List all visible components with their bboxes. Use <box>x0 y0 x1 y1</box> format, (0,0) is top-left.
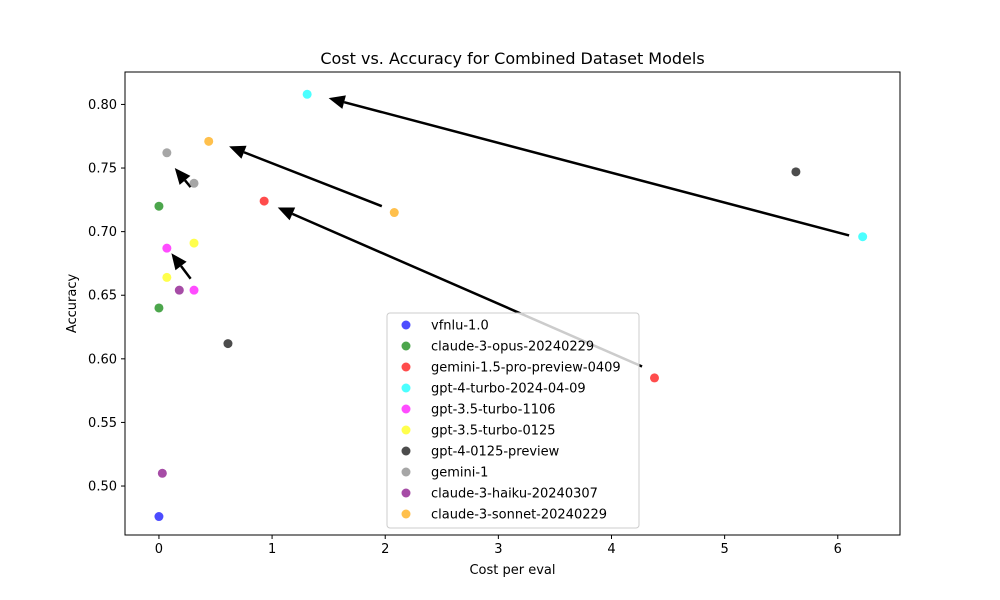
arrow-head <box>174 168 191 185</box>
legend-label: gpt-4-turbo-2024-04-09 <box>431 382 586 397</box>
legend-box <box>386 312 640 529</box>
data-point <box>302 89 312 99</box>
data-point <box>189 285 199 295</box>
data-point <box>174 285 184 295</box>
arrow-line <box>343 100 850 237</box>
y-tick-label: 0.55 <box>88 416 117 431</box>
data-point <box>189 178 199 188</box>
data-point <box>154 201 164 211</box>
data-point <box>189 238 199 248</box>
y-tick-label: 0.75 <box>88 162 117 177</box>
y-tick-label: 0.60 <box>88 352 117 367</box>
data-point <box>223 339 233 349</box>
x-tick-label: 3 <box>494 542 502 557</box>
x-tick-label: 0 <box>155 542 163 557</box>
legend-marker <box>401 320 411 330</box>
legend-marker <box>401 425 411 435</box>
data-point <box>162 272 172 282</box>
legend-label: claude-3-opus-20240229 <box>431 340 594 355</box>
legend-label: gpt-4-0125-preview <box>431 445 560 460</box>
legend-marker <box>401 446 411 456</box>
arrow-line <box>180 265 192 280</box>
x-axis-label: Cost per eval <box>469 563 555 578</box>
legend-label: gpt-3.5-turbo-1106 <box>431 403 556 418</box>
x-tick-label: 4 <box>607 542 615 557</box>
legend-label: gemini-1 <box>431 466 488 481</box>
y-tick-label: 0.70 <box>88 225 117 240</box>
y-tick-label: 0.65 <box>88 289 117 304</box>
legend-marker <box>401 488 411 498</box>
x-tick-label: 2 <box>381 542 389 557</box>
arrow-line <box>184 179 192 188</box>
chart-title: Cost vs. Accuracy for Combined Dataset M… <box>320 49 704 68</box>
arrow-line <box>243 151 383 208</box>
data-point <box>162 243 172 253</box>
legend-marker <box>401 404 411 414</box>
arrow-head <box>171 253 187 271</box>
x-axis: 0 1 2 3 4 5 6 <box>155 535 842 557</box>
y-axis: 0.50 0.55 0.60 0.65 0.70 0.75 0.80 <box>88 98 125 495</box>
plot-area <box>154 89 868 522</box>
x-tick-label: 1 <box>268 542 276 557</box>
arrow-head <box>328 95 346 109</box>
legend-label: claude-3-haiku-20240307 <box>431 487 598 502</box>
legend-label: claude-3-sonnet-20240229 <box>431 508 607 523</box>
data-point <box>858 232 868 242</box>
legend-marker <box>401 362 411 372</box>
legend: vfnlu-1.0 claude-3-opus-20240229 gemini-1.… <box>386 312 640 529</box>
y-tick-label: 0.50 <box>88 480 117 495</box>
x-tick-label: 6 <box>834 542 842 557</box>
data-point <box>389 208 399 218</box>
data-point <box>791 167 801 177</box>
x-tick-label: 5 <box>720 542 728 557</box>
legend-marker <box>401 509 411 519</box>
arrow-head <box>229 145 247 159</box>
data-point <box>157 468 167 478</box>
plot-frame <box>124 71 901 536</box>
legend-marker <box>401 467 411 477</box>
data-point <box>204 136 214 146</box>
data-point <box>154 512 164 522</box>
data-point <box>154 303 164 313</box>
legend-label: vfnlu-1.0 <box>431 319 489 334</box>
data-point <box>259 196 269 206</box>
y-axis-label: Accuracy <box>65 274 80 334</box>
data-point <box>649 373 659 383</box>
legend-label: gpt-3.5-turbo-0125 <box>431 424 556 439</box>
y-tick-label: 0.80 <box>88 98 117 113</box>
legend-marker <box>401 341 411 351</box>
data-point <box>162 148 172 158</box>
arrow-head <box>277 207 296 221</box>
legend-label: gemini-1.5-pro-preview-0409 <box>431 361 621 376</box>
legend-marker <box>401 383 411 393</box>
